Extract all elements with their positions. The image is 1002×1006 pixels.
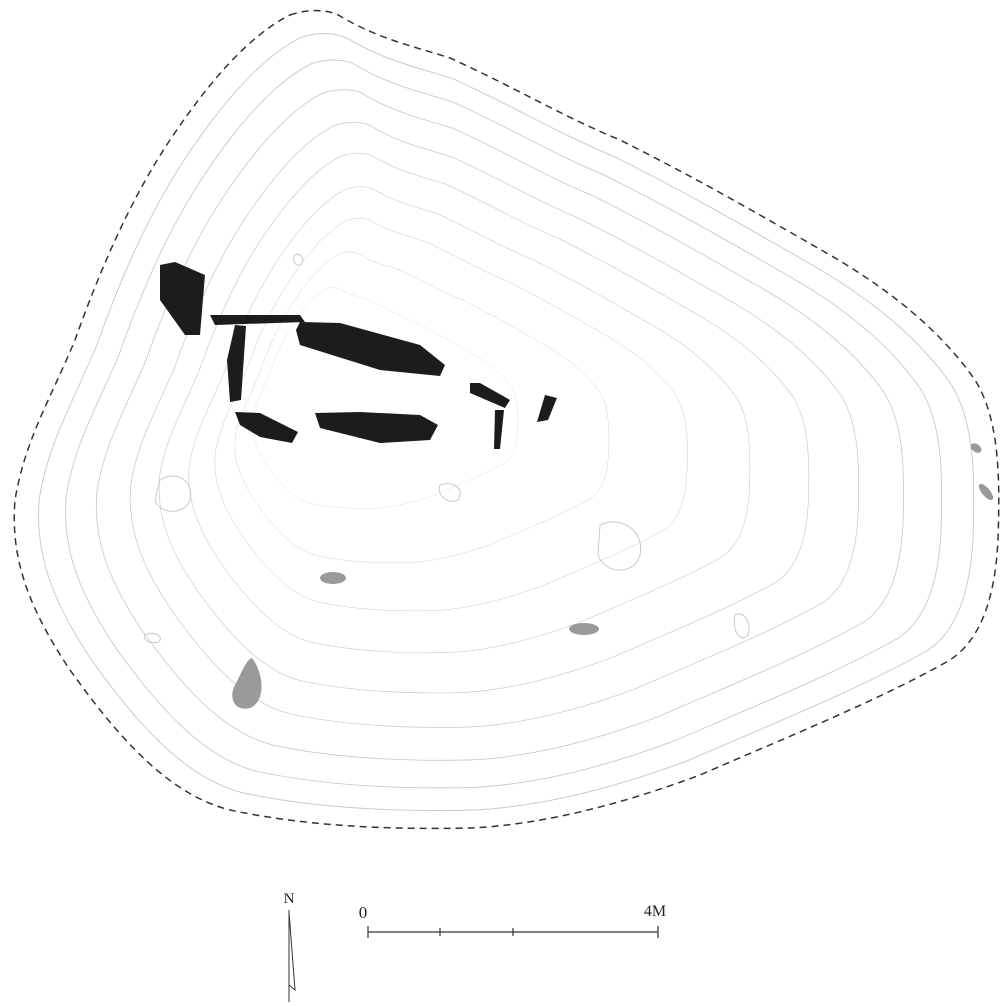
loose-stone — [232, 658, 261, 709]
scale-bar: 0 4M — [359, 903, 666, 938]
north-label: N — [284, 891, 295, 907]
orthostat — [537, 395, 557, 422]
orthostat — [227, 325, 246, 402]
loose-stone — [569, 623, 599, 635]
orthostat — [235, 412, 298, 443]
scale-start-label: 0 — [359, 903, 368, 922]
orthostat — [315, 412, 438, 443]
stones — [160, 262, 995, 709]
loose-stone — [320, 572, 346, 584]
contour-line — [65, 60, 941, 788]
scale-end-label: 4M — [644, 903, 666, 920]
contour-line — [598, 522, 641, 570]
orthostat — [470, 383, 510, 408]
contour-line — [734, 614, 749, 638]
orthostat — [210, 315, 305, 325]
orthostat — [296, 322, 445, 376]
loose-stone — [977, 482, 996, 502]
contour-line — [144, 633, 160, 642]
contour-line — [130, 122, 859, 727]
contour-line — [215, 218, 688, 611]
orthostat — [160, 262, 205, 335]
contour-line — [39, 34, 974, 811]
north-arrow: N — [284, 891, 295, 1002]
site-plan: N 0 4M — [0, 0, 1002, 1006]
contour-line — [439, 484, 460, 502]
contour-line — [294, 254, 303, 265]
orthostat — [494, 410, 504, 449]
north-pointer — [289, 912, 295, 990]
contours — [39, 34, 974, 811]
